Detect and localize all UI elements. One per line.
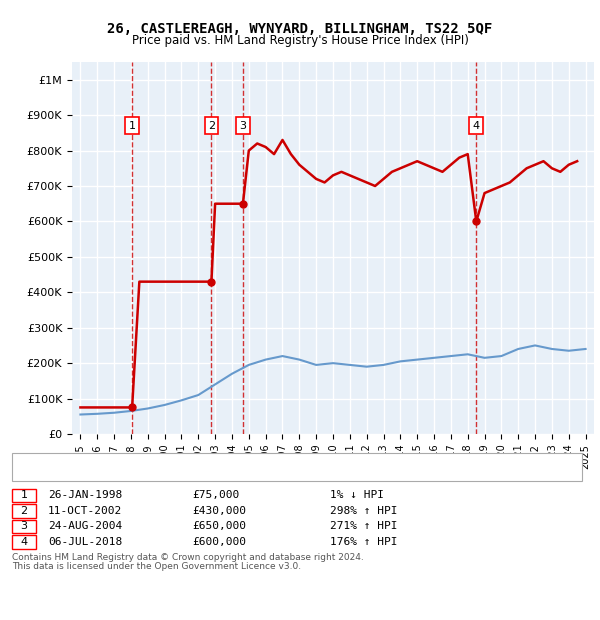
Text: 1: 1 <box>128 121 136 131</box>
Text: 3: 3 <box>20 521 28 531</box>
Text: Price paid vs. HM Land Registry's House Price Index (HPI): Price paid vs. HM Land Registry's House … <box>131 34 469 47</box>
Text: £75,000: £75,000 <box>192 490 239 500</box>
Text: 271% ↑ HPI: 271% ↑ HPI <box>330 521 398 531</box>
Text: 176% ↑ HPI: 176% ↑ HPI <box>330 537 398 547</box>
Text: 1% ↓ HPI: 1% ↓ HPI <box>330 490 384 500</box>
Text: £650,000: £650,000 <box>192 521 246 531</box>
Text: 11-OCT-2002: 11-OCT-2002 <box>48 506 122 516</box>
Text: £430,000: £430,000 <box>192 506 246 516</box>
Text: ——: —— <box>24 466 52 479</box>
Text: 2: 2 <box>208 121 215 131</box>
Text: This data is licensed under the Open Government Licence v3.0.: This data is licensed under the Open Gov… <box>12 562 301 572</box>
Text: £600,000: £600,000 <box>192 537 246 547</box>
Text: 1: 1 <box>20 490 28 500</box>
Text: Contains HM Land Registry data © Crown copyright and database right 2024.: Contains HM Land Registry data © Crown c… <box>12 553 364 562</box>
Text: 4: 4 <box>473 121 480 131</box>
Text: 26, CASTLEREAGH, WYNYARD, BILLINGHAM, TS22 5QF (detached house): 26, CASTLEREAGH, WYNYARD, BILLINGHAM, TS… <box>60 456 437 466</box>
Text: 3: 3 <box>239 121 247 131</box>
Text: 26, CASTLEREAGH, WYNYARD, BILLINGHAM, TS22 5QF (detached house): 26, CASTLEREAGH, WYNYARD, BILLINGHAM, TS… <box>60 455 437 465</box>
Text: ——: —— <box>24 465 52 479</box>
Text: ——: —— <box>24 453 52 467</box>
Text: HPI: Average price, detached house, Stockton-on-Tees: HPI: Average price, detached house, Stoc… <box>60 467 341 477</box>
Text: 26-JAN-1998: 26-JAN-1998 <box>48 490 122 500</box>
Text: 298% ↑ HPI: 298% ↑ HPI <box>330 506 398 516</box>
Text: HPI: Average price, detached house, Stockton-on-Tees: HPI: Average price, detached house, Stoc… <box>60 467 341 477</box>
Text: 26, CASTLEREAGH, WYNYARD, BILLINGHAM, TS22 5QF: 26, CASTLEREAGH, WYNYARD, BILLINGHAM, TS… <box>107 22 493 36</box>
Text: 24-AUG-2004: 24-AUG-2004 <box>48 521 122 531</box>
Text: 2: 2 <box>20 506 28 516</box>
Text: 4: 4 <box>20 537 28 547</box>
Text: 06-JUL-2018: 06-JUL-2018 <box>48 537 122 547</box>
Text: ——: —— <box>24 454 52 467</box>
